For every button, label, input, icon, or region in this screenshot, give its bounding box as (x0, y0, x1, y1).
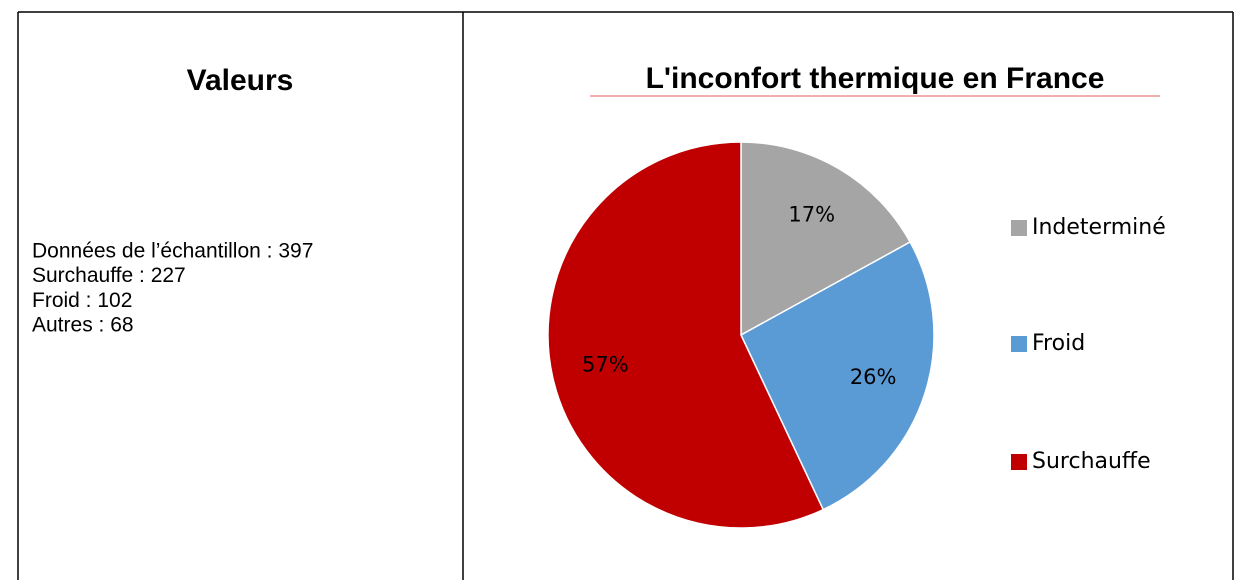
table-border (17, 11, 1234, 580)
panel-line: Données de l’échantillon : 397 (32, 240, 313, 263)
panel-title: Valeurs (187, 64, 294, 97)
legend-swatch (1011, 220, 1027, 236)
slice-label: 57% (582, 352, 629, 376)
pie-slice (547, 141, 825, 529)
slice-label: 26% (850, 365, 897, 389)
pie-slice (740, 241, 935, 511)
panel-line: Surchauffe : 227 (32, 264, 186, 287)
chart-title: L'inconfort thermique en France (646, 62, 1105, 95)
legend-label: Froid (1032, 331, 1085, 356)
legend-swatch (1011, 454, 1027, 470)
slice-label: 17% (788, 202, 835, 226)
legend-label: Surchauffe (1032, 449, 1151, 474)
pie-slice (740, 141, 912, 337)
panel-line: Froid : 102 (32, 289, 132, 312)
legend-label: Indeterminé (1032, 215, 1166, 240)
legend-swatch (1011, 336, 1027, 352)
panel-line: Autres : 68 (32, 314, 134, 337)
